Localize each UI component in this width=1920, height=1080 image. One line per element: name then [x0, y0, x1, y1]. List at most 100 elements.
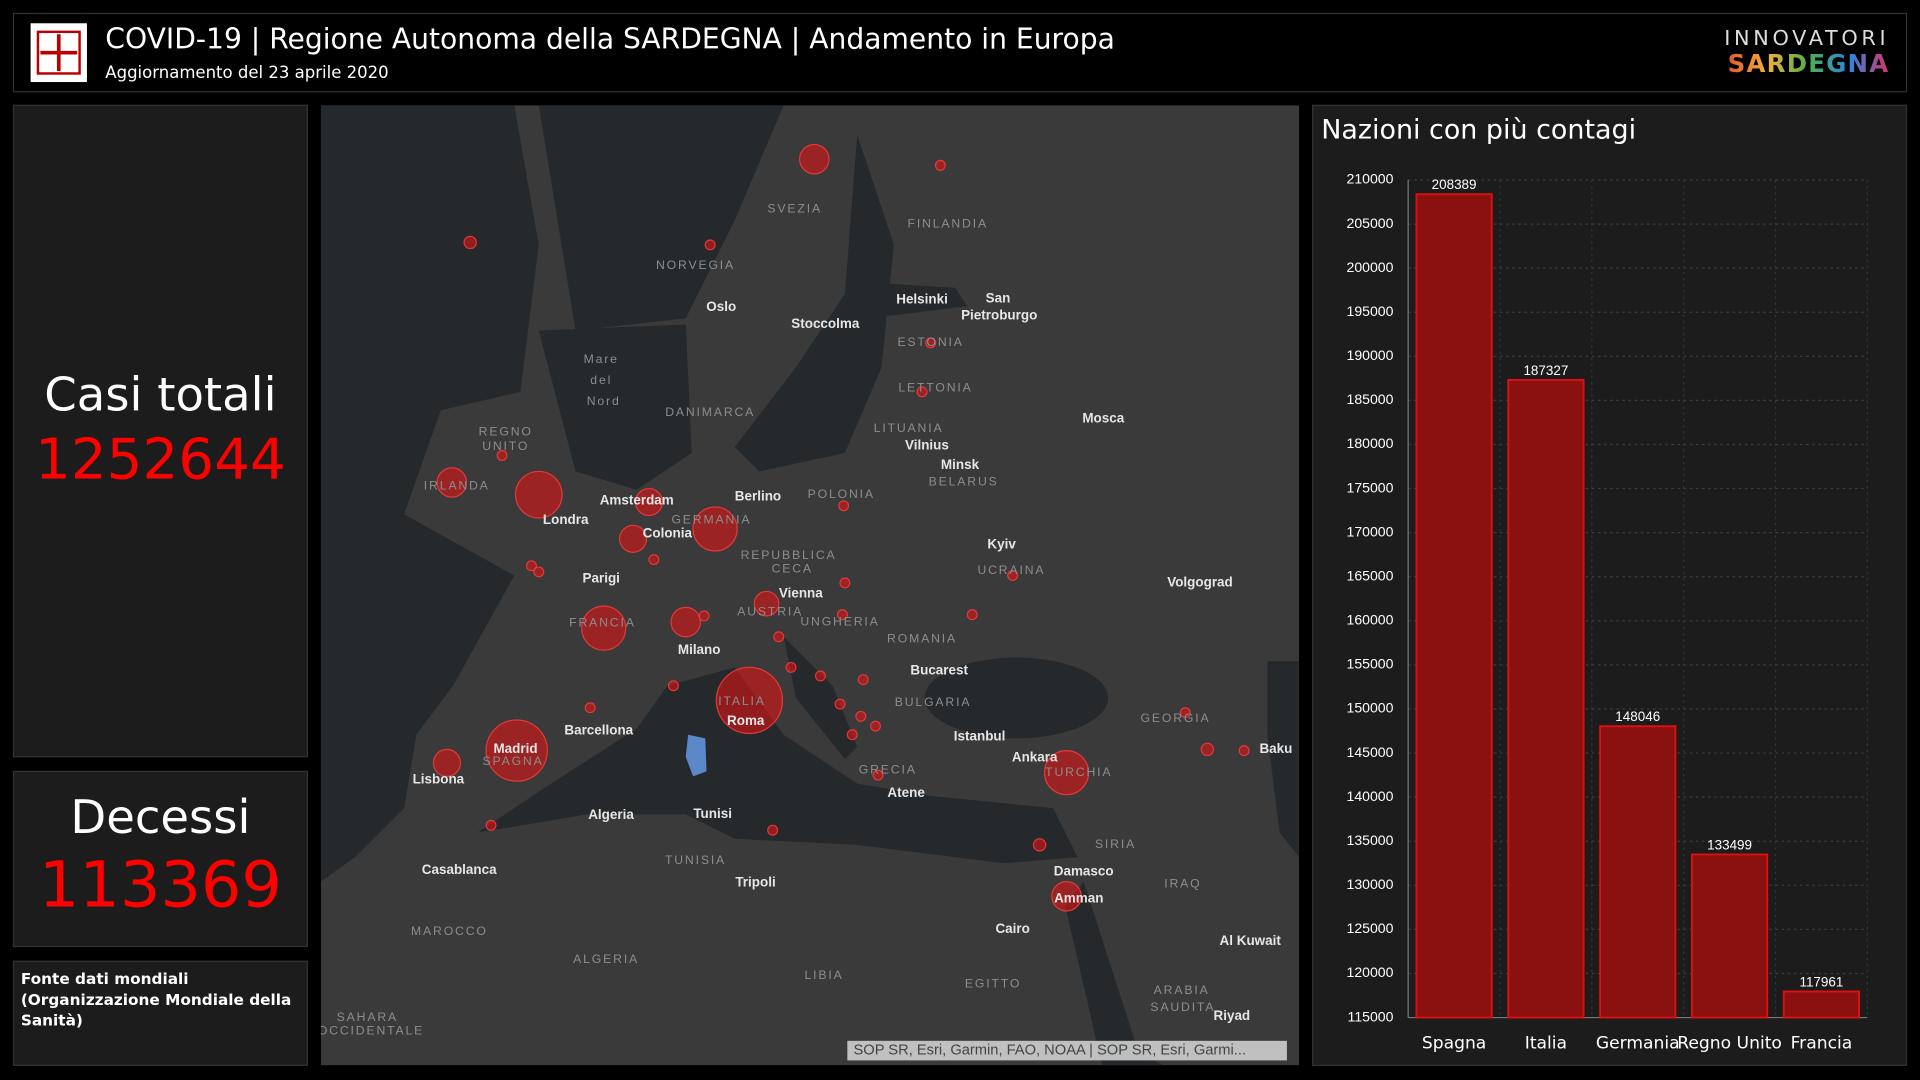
case-bubble	[618, 524, 648, 553]
city-label: Kyiv	[987, 536, 1016, 551]
city-label: Casablanca	[422, 862, 497, 877]
north-sea	[538, 324, 692, 490]
city-label: Helsinki	[896, 292, 948, 307]
country-label: Nord	[587, 394, 621, 408]
city-label: Tripoli	[735, 874, 775, 889]
attribution: SOP SR, Esri, Garmin, FAO, NOAA | SOP SR…	[853, 1042, 1246, 1058]
norwegian-sea	[538, 105, 784, 331]
city-label: Baku	[1259, 741, 1292, 756]
country-label: ALGERIA	[573, 952, 639, 966]
country-label: ESTONIA	[897, 335, 963, 349]
case-bubble	[1043, 750, 1090, 796]
bar	[1599, 725, 1677, 1019]
y-tick-label: 145000	[1346, 744, 1393, 760]
y-tick-label: 135000	[1346, 832, 1393, 848]
city-label: Pietroburgo	[961, 307, 1037, 322]
city-label: Bucarest	[910, 663, 968, 678]
country-label: ROMANIA	[887, 631, 957, 645]
case-bubble	[798, 143, 830, 175]
panel-cases	[12, 104, 308, 758]
case-bubble	[485, 819, 497, 831]
stat-label: Decessi	[70, 790, 250, 844]
country-label: GEORGIA	[1141, 711, 1211, 725]
city-label: Riyad	[1214, 1008, 1251, 1023]
y-tick-label: 155000	[1346, 656, 1393, 672]
country-label: FINLANDIA	[908, 216, 988, 230]
case-bubble	[966, 609, 978, 621]
city-label: Mosca	[1082, 410, 1124, 425]
case-bubble	[1051, 881, 1082, 912]
country-label: LETTONIA	[898, 380, 972, 394]
brand-top: INNOVATORI	[1724, 26, 1889, 50]
adriatic	[783, 636, 858, 760]
country-label: REGNO	[479, 424, 533, 438]
y-tick-label: 200000	[1346, 259, 1393, 275]
value-label: 148046	[1615, 709, 1660, 724]
city-label: Al Kuwait	[1220, 933, 1282, 948]
country-label: ARABIA	[1154, 983, 1210, 997]
logo-shield	[36, 30, 81, 75]
y-tick-label: 150000	[1346, 700, 1393, 716]
black-sea	[924, 657, 1109, 739]
country-label: DANIMARCA	[665, 405, 755, 419]
case-bubble	[767, 824, 779, 836]
y-tick-label: 210000	[1346, 171, 1393, 187]
case-bubble	[857, 674, 869, 686]
y-tick-label: 130000	[1346, 876, 1393, 892]
case-bubble	[1238, 745, 1250, 757]
country-label: TUNISIA	[665, 853, 726, 867]
map[interactable]: SVEZIA FINLANDIA NORVEGIA Oslo Helsinki San Pi…	[318, 105, 1300, 1066]
country-label: GRECIA	[859, 762, 917, 776]
country-label: NORVEGIA	[656, 258, 735, 272]
case-bubble	[692, 506, 738, 552]
case-bubble	[463, 235, 477, 250]
case-bubble	[704, 239, 716, 251]
country-label: FRANCIA	[569, 615, 636, 629]
panel-deaths	[12, 770, 308, 948]
case-bubble	[872, 769, 884, 781]
country-label: del	[590, 373, 612, 387]
y-tick-label: 140000	[1346, 788, 1393, 804]
city-label: Algeria	[588, 807, 634, 822]
mediterranean	[477, 667, 1078, 864]
y-tick-label: 125000	[1346, 920, 1393, 936]
value-label: 187327	[1523, 363, 1568, 378]
country-label: CECA	[772, 562, 813, 576]
subtitle: Aggiornamento del 23 aprile 2020	[105, 63, 388, 82]
header	[12, 12, 1908, 93]
x-tick-label: Spagna	[1422, 1033, 1486, 1053]
bar	[1415, 193, 1493, 1019]
country-label: SVEZIA	[767, 202, 822, 216]
title: COVID-19 | Regione Autonoma della SARDEG…	[105, 22, 1115, 55]
case-bubble	[836, 609, 848, 621]
case-bubble	[925, 337, 937, 349]
case-bubble	[870, 720, 882, 732]
chart-title: Nazioni con più contagi	[1321, 115, 1636, 146]
country-label: OCCIDENTALE	[318, 1023, 424, 1037]
city-label: Ankara	[1012, 750, 1058, 765]
city-label: Cairo	[995, 921, 1029, 936]
y-tick-label: 115000	[1348, 1008, 1394, 1024]
city-label: Stoccolma	[791, 316, 860, 331]
case-bubble	[634, 487, 664, 517]
baltic	[734, 134, 894, 472]
y-tick-label: 170000	[1346, 523, 1393, 539]
case-bubble	[698, 610, 710, 622]
x-tick-label: Regno Unito	[1677, 1033, 1782, 1053]
country-label: POLONIA	[808, 487, 875, 501]
sardinia	[685, 734, 707, 777]
city-label: San	[986, 290, 1011, 305]
source-line: Sanità)	[21, 1012, 83, 1030]
y-tick-label: 195000	[1346, 303, 1393, 319]
case-bubble	[436, 467, 468, 498]
case-bubble	[670, 606, 702, 638]
case-bubble	[846, 729, 858, 741]
case-bubble	[581, 605, 627, 651]
country-label: AUSTRIA	[737, 604, 803, 618]
city-label: Volgograd	[1167, 574, 1233, 589]
case-bubble	[584, 702, 596, 714]
country-label: UNITO	[482, 439, 529, 453]
country-label: GERMANIA	[671, 513, 751, 527]
